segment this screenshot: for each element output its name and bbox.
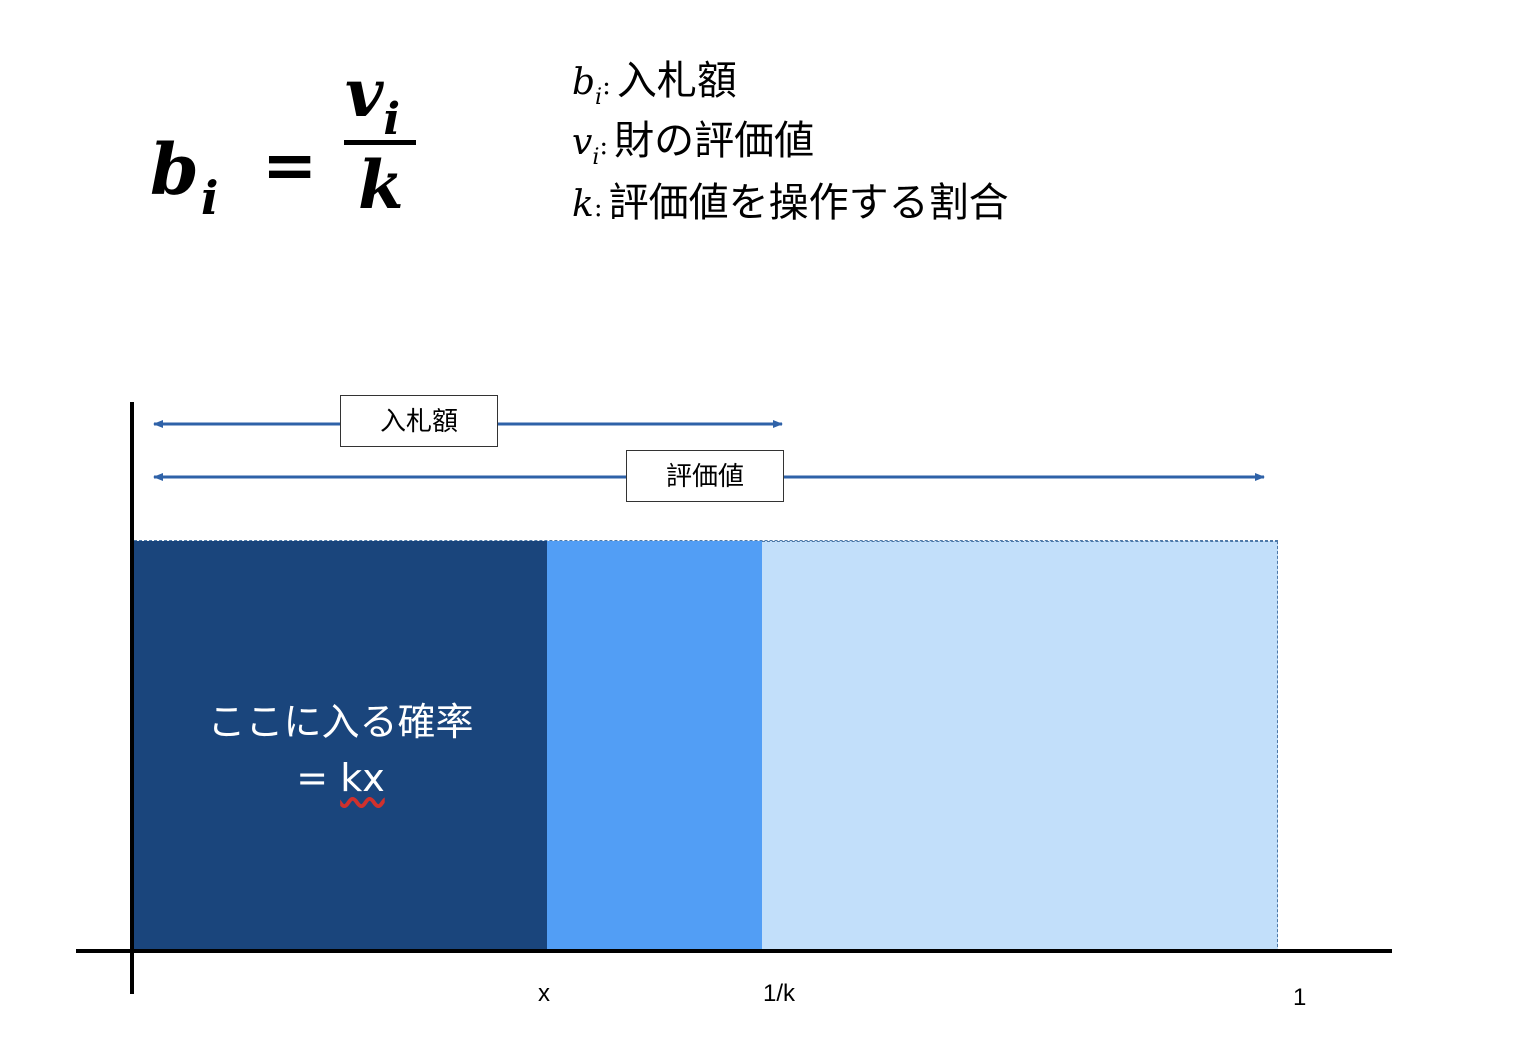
formula-fraction-bar: [344, 140, 416, 145]
formula-denominator: k: [358, 146, 404, 224]
formula-numerator: vi: [345, 60, 400, 142]
definition-symbol: vi: [572, 122, 600, 170]
probability-label-line1: ここに入る確率: [207, 700, 474, 744]
formula-lhs-sub: i: [200, 171, 219, 225]
formula-lhs: bi: [150, 135, 218, 222]
y-axis: [130, 402, 134, 994]
definition-bid: bi: 入札額: [572, 48, 737, 110]
bid-region: [134, 541, 547, 951]
formula-equals: =: [262, 126, 318, 204]
definition-colon: :: [593, 193, 603, 223]
definition-value: vi: 財の評価値: [572, 108, 815, 170]
definition-symbol: k: [572, 184, 594, 225]
region-outline: [134, 540, 1278, 542]
definition-symbol: bi: [572, 62, 603, 110]
tick-one-over-k: 1/k: [763, 980, 796, 1007]
probability-label-kx: kx: [340, 756, 385, 800]
probability-label-line2: = kx: [296, 756, 385, 800]
x-axis: [76, 949, 1392, 953]
remaining-region: [762, 541, 1278, 952]
formula-numerator-sub: i: [383, 94, 401, 145]
bid-arrow-label: 入札額: [340, 395, 498, 447]
definition-text: 入札額: [616, 58, 737, 104]
definition-k: k: 評価値を操作する割合: [572, 170, 1009, 226]
formula-lhs-base: b: [150, 128, 199, 211]
value-arrow-label: 評価値: [626, 450, 784, 502]
formula: bi = vi k: [150, 60, 450, 230]
definition-colon: :: [602, 71, 611, 101]
definition-text: 財の評価値: [614, 118, 815, 164]
definition-colon: :: [599, 131, 609, 161]
probability-label: ここに入る確率 = kx: [134, 694, 547, 806]
formula-numerator-base: v: [345, 54, 384, 132]
tick-one: 1: [1293, 984, 1307, 1011]
tick-x: x: [538, 980, 550, 1007]
definition-text: 評価値を操作する割合: [608, 180, 1009, 226]
between-region: [547, 541, 762, 951]
